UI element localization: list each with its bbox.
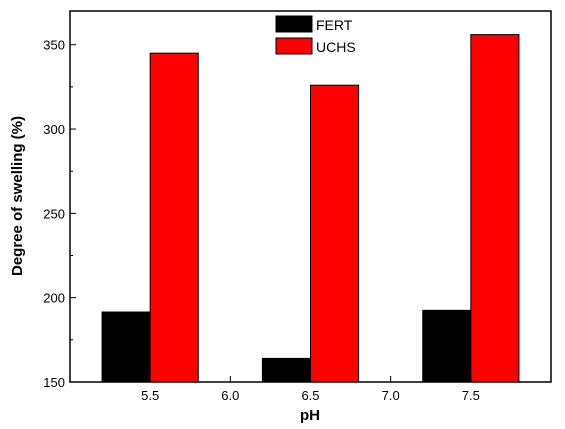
legend-label-uchs: UCHS xyxy=(316,39,356,55)
y-tick-label: 200 xyxy=(43,291,65,306)
x-tick-label: 7.0 xyxy=(382,388,400,403)
bars-group xyxy=(101,34,520,383)
legend: FERT UCHS xyxy=(275,15,356,55)
bar-uchs-7.5 xyxy=(470,34,520,383)
x-axis-title: pH xyxy=(300,407,320,424)
x-tick-label: 7.5 xyxy=(462,388,480,403)
x-tick-label: 6.0 xyxy=(221,388,239,403)
y-tick-label: 250 xyxy=(43,206,65,221)
x-tick-label: 6.5 xyxy=(301,388,319,403)
bar-uchs-6.5 xyxy=(310,84,360,383)
legend-swatch-uchs xyxy=(275,37,313,55)
bar-fert-7.5 xyxy=(422,309,472,383)
x-tick-label: 5.5 xyxy=(141,388,159,403)
y-axis-ticks: 150 200 250 300 350 xyxy=(43,38,76,390)
x-axis-ticks: 5.5 6.0 6.5 7.0 7.5 xyxy=(141,376,480,403)
bar-fert-5.5 xyxy=(101,311,151,383)
y-tick-label: 150 xyxy=(43,375,65,390)
y-tick-label: 350 xyxy=(43,38,65,53)
y-axis-title: Degree of swelling (%) xyxy=(9,116,26,276)
bar-fert-6.5 xyxy=(261,357,311,383)
legend-swatch-fert xyxy=(275,15,313,33)
bar-uchs-5.5 xyxy=(149,52,199,383)
legend-label-fert: FERT xyxy=(316,17,353,33)
y-tick-label: 300 xyxy=(43,122,65,137)
